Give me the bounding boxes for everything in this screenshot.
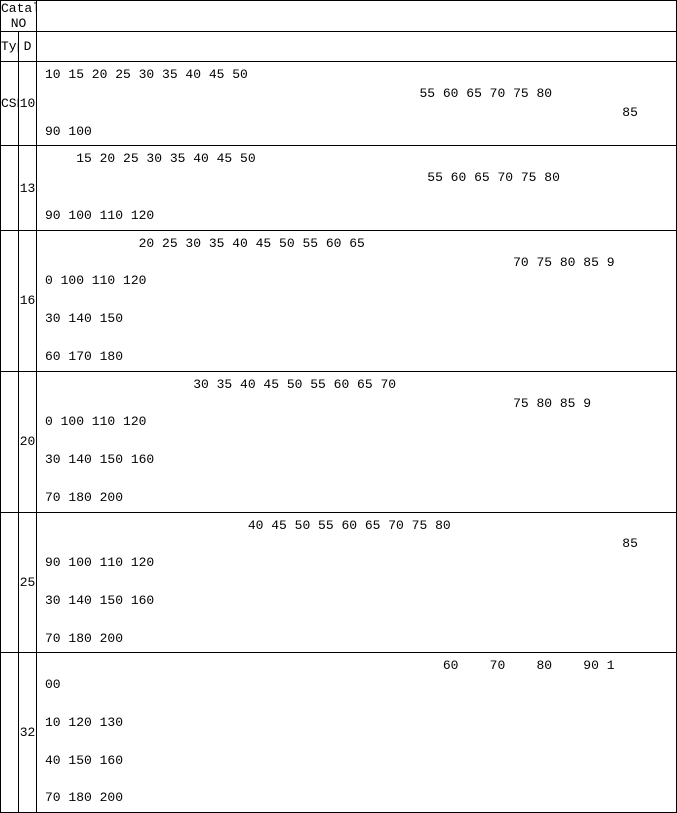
catalog-no-header: Catalong NO [1, 1, 37, 32]
type-cell: CSR [1, 62, 19, 146]
d-header: D [19, 32, 37, 62]
type-cell [1, 653, 19, 813]
table-row: 25 40 45 50 55 60 65 70 75 80 85 90 100 … [1, 512, 677, 653]
table-row: 32 60 70 80 90 1 00 10 120 130 40 150 16… [1, 653, 677, 813]
type-cell [1, 230, 19, 371]
type-cell [1, 146, 19, 230]
catalog-values-header [37, 1, 677, 32]
d-cell: 32 [19, 653, 37, 813]
values-cell: 60 70 80 90 1 00 10 120 130 40 150 160 7… [45, 657, 668, 808]
type-cell [1, 512, 19, 653]
values-cell: 20 25 30 35 40 45 50 55 60 65 70 75 80 8… [45, 235, 668, 367]
values-cell: 30 35 40 45 50 55 60 65 70 75 80 85 9 0 … [45, 376, 668, 508]
type-cell [1, 371, 19, 512]
table-row: 13 15 20 25 30 35 40 45 50 55 60 65 70 7… [1, 146, 677, 230]
d-cell: 13 [19, 146, 37, 230]
d-cell: 25 [19, 512, 37, 653]
values-cell: 10 15 20 25 30 35 40 45 50 55 60 65 70 7… [45, 66, 668, 141]
table-row: 20 30 35 40 45 50 55 60 65 70 75 80 85 9… [1, 371, 677, 512]
type-header: Type [1, 32, 19, 62]
table-row: CSR 10 10 15 20 25 30 35 40 45 50 55 60 … [1, 62, 677, 146]
d-cell: 16 [19, 230, 37, 371]
values-cell: 15 20 25 30 35 40 45 50 55 60 65 70 75 8… [45, 150, 668, 225]
d-values-header [37, 32, 677, 62]
d-cell: 20 [19, 371, 37, 512]
table-row: 16 20 25 30 35 40 45 50 55 60 65 70 75 8… [1, 230, 677, 371]
d-cell: 10 [19, 62, 37, 146]
values-cell: 40 45 50 55 60 65 70 75 80 85 90 100 110… [45, 517, 668, 649]
